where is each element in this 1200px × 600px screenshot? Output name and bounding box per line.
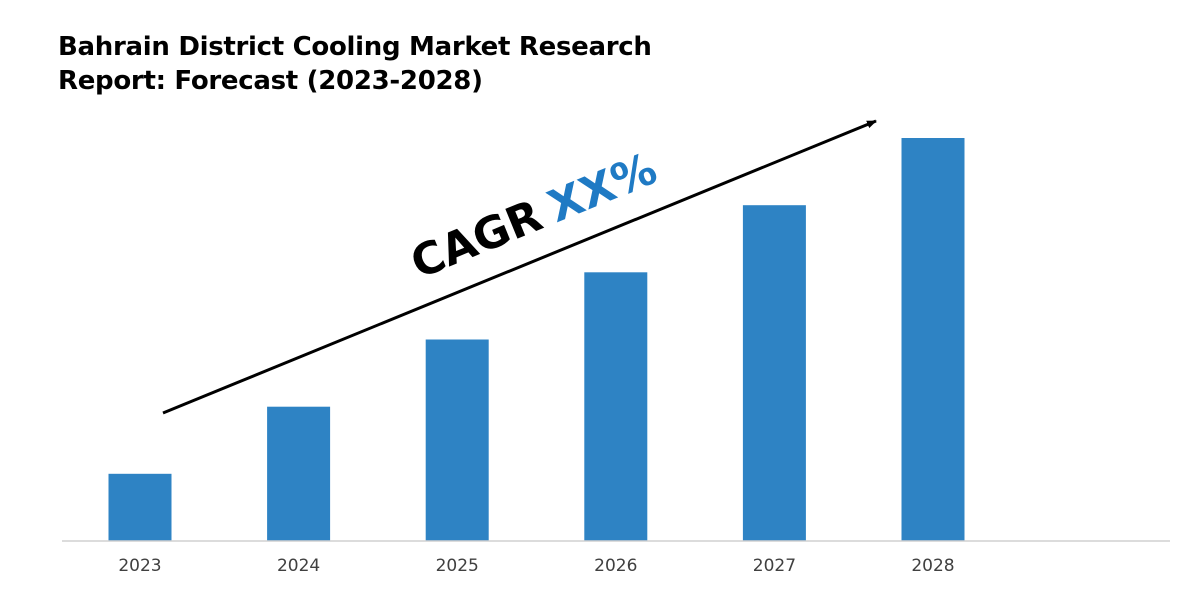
- bar-2028: [901, 138, 965, 541]
- bar-2027: [742, 205, 806, 541]
- bar-2026: [584, 272, 648, 541]
- chart-title-line-2: Report: Forecast (2023-2028): [58, 66, 483, 96]
- chart-title: Bahrain District Cooling Market Research…: [58, 30, 678, 98]
- x-tick-label-2024: 2024: [277, 556, 320, 576]
- x-tick-label-2023: 2023: [118, 556, 161, 576]
- bars-layer: [108, 138, 965, 541]
- x-tick-label-2026: 2026: [594, 556, 637, 576]
- x-tick-labels: 2023 2024 2025 2026 2027 2028: [118, 556, 954, 576]
- x-tick-label-2028: 2028: [911, 556, 954, 576]
- bar-2024: [267, 406, 331, 541]
- x-tick-label-2027: 2027: [753, 556, 796, 576]
- cagr-label: CAGR: [404, 190, 549, 289]
- x-tick-label-2025: 2025: [436, 556, 479, 576]
- bar-2025: [425, 339, 489, 541]
- cagr-value: XX%: [541, 143, 664, 233]
- trend-arrow: [162, 119, 877, 415]
- cagr-annotation: CAGRXX%: [404, 143, 664, 289]
- bar-2023: [108, 473, 172, 541]
- chart-title-line-1: Bahrain District Cooling Market Research: [58, 32, 652, 62]
